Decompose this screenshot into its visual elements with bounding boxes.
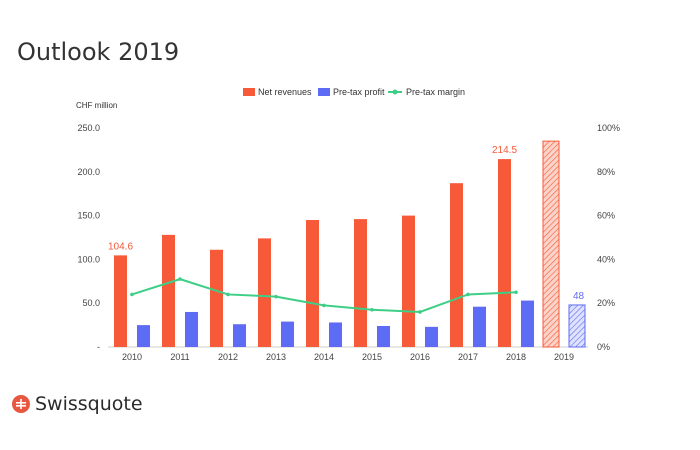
x-tick-label: 2013 <box>266 352 286 362</box>
brand-logo: Swissquote <box>11 393 143 415</box>
legend-swatch-net-revenues <box>243 88 255 96</box>
data-label-net-revenues-2018: 214.5 <box>492 145 517 156</box>
bar-net-revenues-2011 <box>162 234 175 347</box>
swissquote-logo-icon <box>12 395 30 413</box>
point-pre-tax-margin-2014 <box>322 303 326 308</box>
point-pre-tax-margin-2016 <box>418 310 422 314</box>
x-tick-label: 2011 <box>170 352 189 362</box>
bar-pre-tax-profit-2016 <box>425 326 438 347</box>
y-right-tick-label: 20% <box>597 298 615 308</box>
x-tick-label: 2016 <box>410 352 430 362</box>
legend-label-net-revenues: Net revenues <box>258 87 312 97</box>
bar-pre-tax-profit-2017 <box>473 306 486 347</box>
bar-net-revenues-2013 <box>258 238 271 347</box>
bar-net-revenues-2018 <box>498 159 511 347</box>
point-pre-tax-margin-2018 <box>514 290 518 295</box>
bar-net-revenues-2019 <box>542 140 560 348</box>
axes: - 50.0 100.0 150.0 200.0 250.0 0% 20% 40% 60% 80% 1… <box>77 123 620 362</box>
bar-net-revenues-2016 <box>402 215 415 347</box>
legend-label-pre-tax-profit: Pre-tax profit <box>333 87 385 97</box>
bar-pre-tax-profit-2011 <box>185 311 198 347</box>
margin-line <box>130 277 518 314</box>
legend: Net revenues Pre-tax profit Pre-tax marg… <box>243 87 465 97</box>
bar-net-revenues-2017 <box>450 183 463 347</box>
y-right-tick-label: 60% <box>597 211 615 221</box>
data-label-pre-tax-profit-2019: 48 <box>573 291 585 302</box>
y-right-tick-label: 100% <box>597 123 620 133</box>
slide-title: Outlook 2019 <box>17 38 180 66</box>
y-left-tick-label: 200.0 <box>77 167 100 177</box>
point-pre-tax-margin-2012 <box>226 292 230 297</box>
bar-pre-tax-profit-2012 <box>233 324 246 347</box>
y-left-tick-label: 50.0 <box>82 298 100 308</box>
point-pre-tax-margin-2015 <box>370 307 374 312</box>
data-labels: 104.6 214.5 48 <box>108 145 585 302</box>
x-tick-label: 2010 <box>122 352 142 362</box>
bar-pre-tax-profit-2019 <box>568 304 586 348</box>
legend-label-pre-tax-margin: Pre-tax margin <box>406 87 465 97</box>
y-left-tick-label: 150.0 <box>77 211 100 221</box>
point-pre-tax-margin-2011 <box>178 277 182 281</box>
point-pre-tax-margin-2017 <box>466 292 470 297</box>
point-pre-tax-margin-2013 <box>274 294 278 299</box>
y-left-tick-label: 250.0 <box>77 123 100 133</box>
x-tick-label: 2012 <box>218 352 238 362</box>
x-tick-label: 2017 <box>458 352 478 362</box>
bar-net-revenues-2014 <box>306 219 319 347</box>
bar-pre-tax-profit-2015 <box>377 325 390 347</box>
legend-swatch-pre-tax-profit <box>318 88 330 96</box>
brand-name: Swissquote <box>35 393 143 415</box>
y-left-tick-label: - <box>97 342 100 352</box>
y-right-tick-label: 40% <box>597 254 615 264</box>
bar-pre-tax-profit-2010 <box>137 325 150 347</box>
y-left-tick-label: 100.0 <box>77 254 100 264</box>
y-right-tick-label: 80% <box>597 167 615 177</box>
legend-marker-pre-tax-margin <box>392 89 398 95</box>
bar-pre-tax-profit-2014 <box>329 322 342 347</box>
data-label-net-revenues-2010: 104.6 <box>108 241 133 252</box>
bar-net-revenues-2012 <box>210 249 223 347</box>
bars <box>114 140 586 348</box>
bar-net-revenues-2015 <box>354 219 367 347</box>
bar-net-revenues-2010 <box>114 255 127 347</box>
x-tick-label: 2019 <box>554 352 574 362</box>
bar-pre-tax-profit-2013 <box>281 321 294 347</box>
y-axis-unit-label: CHF million <box>76 101 117 110</box>
bar-pre-tax-profit-2018 <box>521 300 534 347</box>
x-tick-label: 2014 <box>314 352 334 362</box>
x-tick-label: 2018 <box>506 352 526 362</box>
x-tick-label: 2015 <box>362 352 382 362</box>
point-pre-tax-margin-2010 <box>130 292 134 297</box>
y-right-tick-label: 0% <box>597 342 610 352</box>
